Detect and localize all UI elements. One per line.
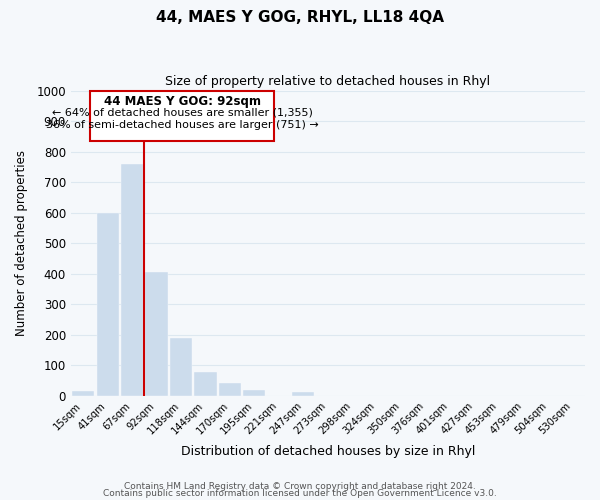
Text: ← 64% of detached houses are smaller (1,355): ← 64% of detached houses are smaller (1,… <box>52 108 313 118</box>
Bar <box>244 390 265 396</box>
Text: Contains HM Land Registry data © Crown copyright and database right 2024.: Contains HM Land Registry data © Crown c… <box>124 482 476 491</box>
Bar <box>292 392 314 396</box>
Bar <box>145 272 167 396</box>
Y-axis label: Number of detached properties: Number of detached properties <box>15 150 28 336</box>
X-axis label: Distribution of detached houses by size in Rhyl: Distribution of detached houses by size … <box>181 444 475 458</box>
Bar <box>219 384 241 396</box>
Text: 36% of semi-detached houses are larger (751) →: 36% of semi-detached houses are larger (… <box>46 120 319 130</box>
Text: 44, MAES Y GOG, RHYL, LL18 4QA: 44, MAES Y GOG, RHYL, LL18 4QA <box>156 10 444 25</box>
Text: 44 MAES Y GOG: 92sqm: 44 MAES Y GOG: 92sqm <box>104 95 261 108</box>
Bar <box>121 164 143 396</box>
Text: Contains public sector information licensed under the Open Government Licence v3: Contains public sector information licen… <box>103 490 497 498</box>
Bar <box>72 391 94 396</box>
FancyBboxPatch shape <box>91 90 274 141</box>
Bar <box>170 338 192 396</box>
Bar <box>97 212 119 396</box>
Title: Size of property relative to detached houses in Rhyl: Size of property relative to detached ho… <box>166 75 490 88</box>
Bar <box>194 372 217 396</box>
